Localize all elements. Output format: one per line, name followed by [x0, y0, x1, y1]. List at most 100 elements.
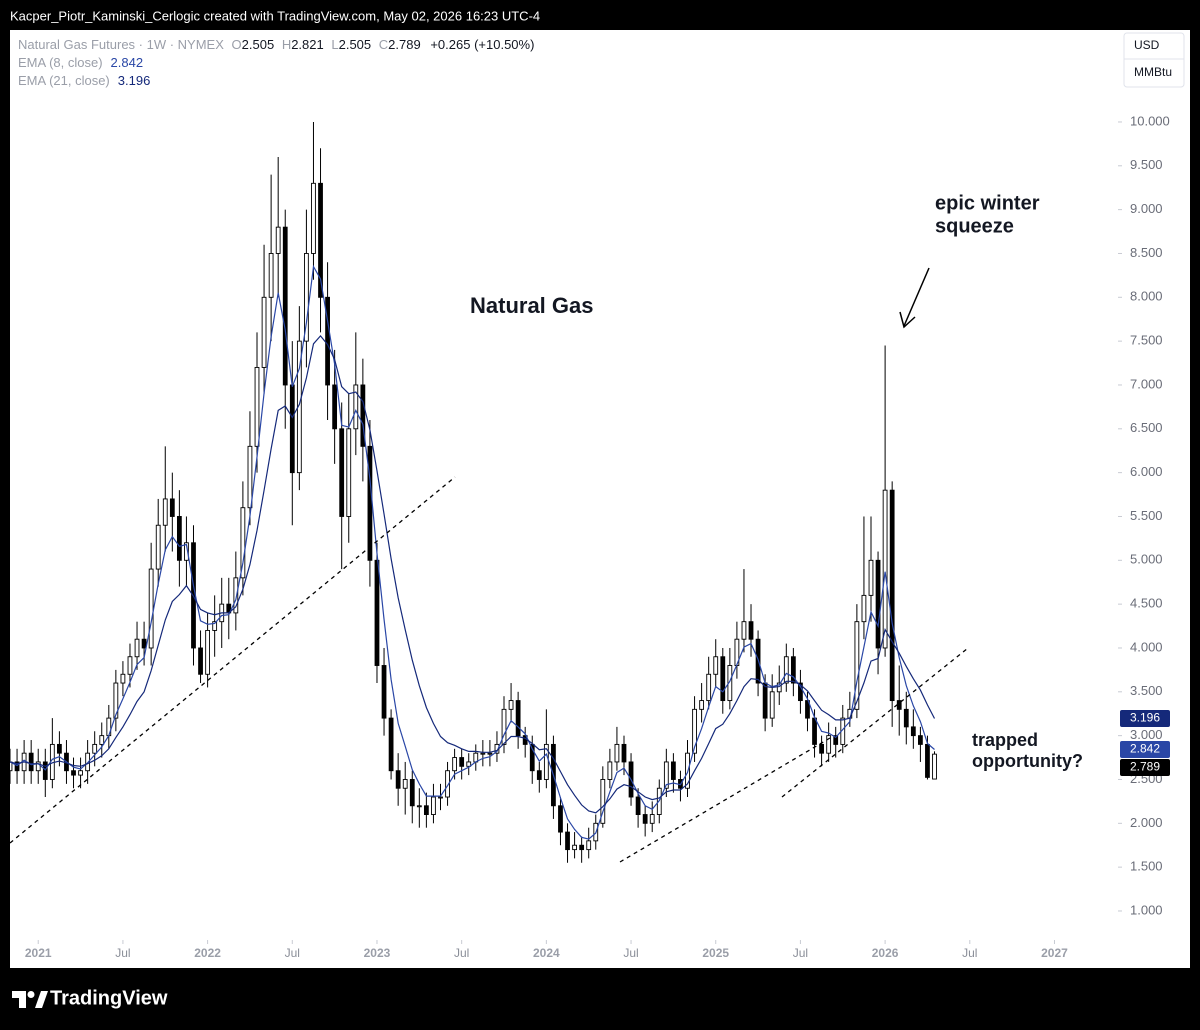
logo — [12, 991, 48, 1008]
currency-box[interactable] — [1123, 32, 1185, 88]
candle-body — [240, 507, 246, 579]
x-tick-label: Jul — [285, 946, 300, 960]
candle-body — [148, 568, 154, 649]
unit[interactable]: MMBtu — [1134, 65, 1172, 79]
candle-body — [910, 726, 916, 737]
candle-body — [353, 384, 359, 430]
candle-body — [861, 594, 867, 623]
candle-body — [508, 700, 514, 710]
x-tick-label: 2026 — [872, 946, 899, 960]
candle-body — [663, 761, 669, 789]
candle-body — [42, 761, 48, 780]
price-label: 3.196 — [1130, 711, 1160, 725]
candle-body — [621, 743, 627, 763]
candle-body — [423, 805, 429, 815]
candle-body — [289, 384, 295, 474]
candle-body — [798, 682, 803, 702]
candle-body — [134, 638, 140, 658]
candle-body — [854, 621, 860, 710]
ohlc-label: C — [379, 37, 388, 52]
currency[interactable]: USD — [1134, 38, 1160, 52]
candle-body — [212, 621, 218, 631]
candle-body — [416, 805, 422, 808]
candle-body — [903, 708, 909, 728]
candle-body — [805, 700, 810, 719]
candle-body — [198, 647, 203, 675]
candle-body — [819, 743, 824, 754]
candle-body — [579, 844, 585, 851]
candle-body — [120, 673, 126, 684]
candle-body — [889, 489, 895, 702]
logo-mark — [27, 991, 35, 998]
trendlines — [9, 476, 969, 863]
candle-body — [169, 498, 175, 517]
candle-body — [649, 814, 655, 824]
x-tick-label: 2025 — [702, 946, 729, 960]
candle-body — [360, 384, 366, 447]
trendline — [619, 737, 831, 863]
y-tick-label: 4.500 — [1130, 596, 1163, 611]
candle-body — [162, 498, 168, 526]
candle-body — [918, 735, 923, 745]
y-tick-label: 5.000 — [1130, 552, 1163, 567]
y-tick-label: 6.000 — [1130, 464, 1163, 479]
price-label-box — [1120, 740, 1170, 758]
candle-body — [10, 761, 13, 772]
y-tick-label: 1.500 — [1130, 859, 1163, 874]
ema-line — [10, 334, 936, 814]
candle-body — [388, 717, 394, 772]
candle-body — [833, 735, 839, 745]
candle-body — [14, 761, 20, 772]
candle-body — [35, 761, 41, 772]
y-tick-label: 9.500 — [1130, 157, 1163, 172]
candle-body — [381, 665, 387, 719]
candle-body — [882, 489, 888, 649]
candle-body — [233, 577, 239, 614]
y-tick-label: 3.500 — [1130, 683, 1163, 698]
candle-body — [762, 682, 768, 719]
y-tick-label: 1.000 — [1130, 902, 1163, 917]
brand: TradingView — [50, 987, 168, 1009]
ohlc-label: O — [232, 37, 242, 52]
legend-ema8: EMA (8, close) 2.842 — [18, 55, 143, 70]
logo-mark — [12, 991, 26, 1008]
price-label: 2.789 — [1130, 760, 1160, 774]
candle-body — [438, 796, 443, 799]
legend-name: EMA (8, close) — [18, 55, 103, 70]
price-label-box — [1120, 709, 1170, 727]
candle-body — [932, 753, 937, 780]
candle-body — [600, 779, 606, 824]
candle-body — [925, 743, 930, 778]
candle-body — [572, 844, 577, 851]
title: Natural Gas — [470, 293, 594, 318]
header: Kacper_Piotr_Kaminski_Cerlogic created w… — [10, 8, 540, 23]
candle-body — [558, 805, 563, 833]
candle-body — [515, 700, 521, 737]
candle-body — [445, 770, 450, 798]
trendline — [9, 476, 456, 844]
candle-body — [332, 384, 338, 430]
candle-body — [141, 638, 147, 649]
candle-body — [466, 761, 472, 767]
candle-body — [875, 559, 881, 649]
candle-body — [586, 840, 592, 851]
candle-body — [501, 708, 507, 745]
annotation: opportunity? — [972, 751, 1083, 771]
price-label: 2.842 — [1130, 742, 1160, 756]
candle-body — [176, 516, 182, 561]
candle-body — [431, 796, 436, 815]
y-tick-label: 9.000 — [1130, 201, 1163, 216]
candle-body — [720, 656, 726, 702]
candle-body — [275, 226, 281, 254]
candle-body — [205, 629, 210, 675]
candle-body — [642, 814, 648, 824]
candle-body — [113, 682, 119, 719]
candle-body — [452, 757, 458, 772]
x-tick-label: Jul — [115, 946, 130, 960]
change: +0.265 (+10.50%) — [430, 37, 534, 52]
y-tick-label: 3.000 — [1130, 727, 1163, 742]
legend-value: 2.842 — [111, 55, 144, 70]
candle-body — [402, 779, 408, 789]
